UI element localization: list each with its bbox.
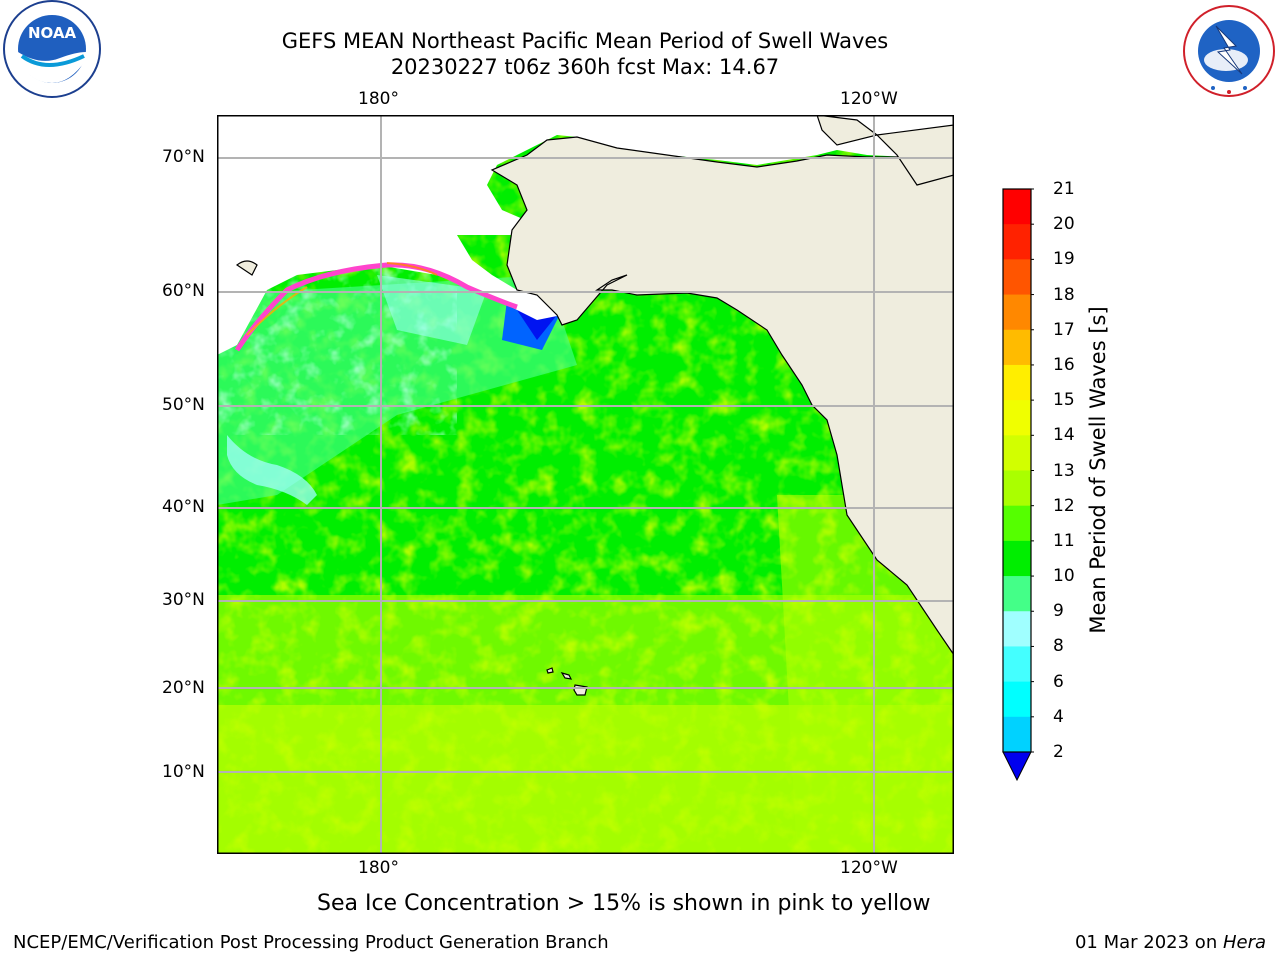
lat-label-30n: 30°N: [162, 590, 205, 610]
colorbar-segment: [1003, 681, 1031, 718]
colorbar-segment: [1003, 224, 1031, 260]
swell-region-8-9s: [227, 435, 317, 505]
colorbar-tick-label: 17: [1053, 319, 1075, 340]
colorbar-segment: [1003, 435, 1031, 471]
colorbar-segment: [1003, 505, 1031, 542]
lat-label-60n: 60°N: [162, 281, 205, 301]
noaa-logo: NOAA: [3, 0, 101, 98]
colorbar-tick-label: 14: [1053, 425, 1075, 446]
colorbar-segment: [1003, 611, 1031, 647]
colorbar-tick-label: 4: [1053, 706, 1064, 727]
lat-label-50n: 50°N: [162, 395, 205, 415]
lat-label-20n: 20°N: [162, 678, 205, 698]
arctic-island: [816, 115, 879, 146]
colorbar-label: Mean Period of Swell Waves [s]: [1086, 306, 1110, 634]
colorbar-segment: [1003, 294, 1031, 331]
colorbar-segment: [1003, 189, 1031, 225]
colorbar-tick-label: 19: [1053, 249, 1075, 270]
colorbar-tick-label: 13: [1053, 460, 1075, 481]
colorbar-tick-label: 2: [1053, 742, 1064, 762]
lon-label-top-180: 180°: [358, 89, 399, 109]
noaa-logo-text: NOAA: [28, 24, 77, 42]
chart-subtitle: 20230227 t06z 360h fcst Max: 14.67: [390, 55, 780, 79]
lon-label-bottom-120w: 120°W: [840, 858, 898, 878]
chart-title: GEFS MEAN Northeast Pacific Mean Period …: [281, 29, 889, 53]
colorbar-tick-label: 16: [1053, 354, 1075, 375]
lat-label-40n: 40°N: [162, 497, 205, 517]
colorbar-tick-label: 12: [1053, 495, 1075, 516]
colorbar-under-arrow: [1002, 751, 1032, 782]
footer-host: Hera: [1222, 932, 1266, 953]
colorbar: [1002, 188, 1034, 782]
footer-date-text: 01 Mar 2023 on: [1074, 932, 1223, 953]
map-frame: [217, 115, 954, 854]
north-america-land: [490, 136, 954, 657]
colorbar-tick-label: 18: [1053, 284, 1075, 305]
colorbar-tick-label: 9: [1053, 601, 1064, 622]
colorbar-segment: [1003, 400, 1031, 436]
colorbar-segment: [1003, 540, 1031, 577]
colorbar-segment: [1003, 576, 1031, 612]
footer-date: 01 Mar 2023 on Hera: [1075, 932, 1266, 954]
colorbar-tick-label: 21: [1053, 179, 1075, 199]
nws-logo: [1183, 5, 1275, 97]
colorbar-segment: [1003, 259, 1031, 296]
colorbar-tick-label: 8: [1053, 636, 1064, 657]
lat-label-70n: 70°N: [162, 147, 205, 167]
colorbar-segment: [1003, 364, 1031, 401]
colorbar-tick-label: 10: [1053, 566, 1075, 587]
canadian-arctic-land: [875, 124, 954, 186]
sea-ice-note: Sea Ice Concentration > 15% is shown in …: [317, 891, 931, 916]
lon-label-top-120w: 120°W: [840, 89, 898, 109]
lon-label-bottom-180: 180°: [358, 858, 399, 878]
colorbar-tick-label: 6: [1053, 671, 1064, 692]
colorbar-segment: [1003, 646, 1031, 683]
footer-branch: NCEP/EMC/Verification Post Processing Pr…: [13, 932, 609, 953]
colorbar-segment: [1003, 716, 1031, 753]
colorbar-tick-label: 20: [1053, 214, 1075, 235]
colorbar-segment: [1003, 470, 1031, 507]
graticule: [217, 115, 954, 854]
map-panel: [217, 115, 954, 854]
lat-label-10n: 10°N: [162, 762, 205, 782]
colorbar-tick-label: 15: [1053, 390, 1075, 411]
colorbar-tick-label: 11: [1053, 530, 1075, 551]
colorbar-segment: [1003, 329, 1031, 366]
